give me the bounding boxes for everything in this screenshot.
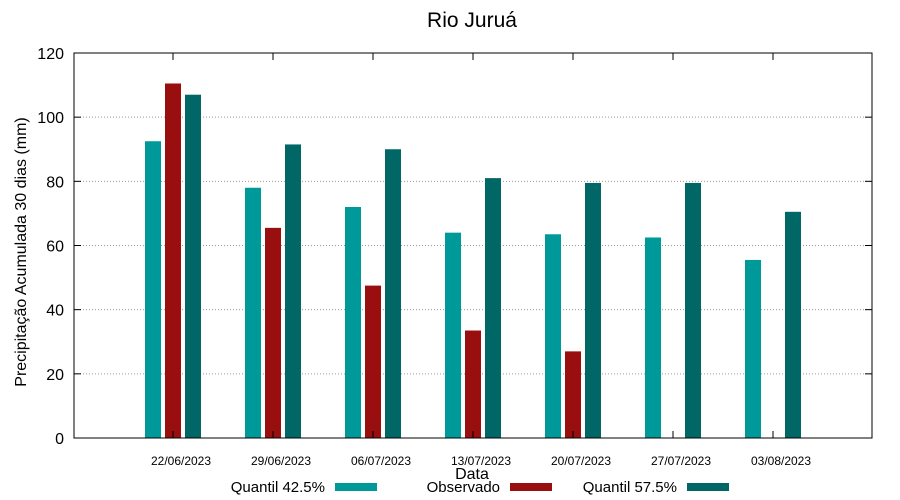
y-tick-label: 20 [46, 367, 64, 384]
x-tick-label: 20/07/2023 [551, 454, 611, 468]
chart-title: Rio Juruá [427, 9, 517, 32]
bar [645, 237, 661, 438]
bar [785, 211, 801, 438]
y-tick-label: 60 [46, 239, 64, 256]
x-tick-label: 22/06/2023 [151, 454, 211, 468]
y-axis-ticks: 0 20 40 60 80 100 120 [37, 46, 872, 448]
bar [345, 207, 361, 438]
legend-swatch [335, 483, 377, 491]
y-tick-label: 80 [46, 174, 64, 191]
y-tick-label: 40 [46, 303, 64, 320]
bar [265, 227, 281, 438]
x-tick-label: 06/07/2023 [351, 454, 411, 468]
x-tick-label: 29/06/2023 [251, 454, 311, 468]
x-tick-label: 03/08/2023 [751, 454, 811, 468]
legend-swatch [687, 483, 729, 491]
bar [545, 234, 561, 438]
bar [385, 149, 401, 438]
bar [585, 182, 601, 438]
bar [165, 83, 181, 439]
bar [485, 178, 501, 438]
bar [445, 232, 461, 438]
bar [185, 94, 201, 438]
legend-label: Quantil 42.5% [231, 479, 325, 496]
bar [745, 259, 761, 438]
legend-label: Observado [427, 479, 500, 496]
bar [245, 187, 261, 438]
bar [285, 144, 301, 438]
bar [145, 141, 161, 438]
bars [145, 83, 801, 439]
bar [565, 351, 581, 438]
legend-label: Quantil 57.5% [583, 479, 677, 496]
y-tick-label: 120 [37, 46, 64, 63]
x-axis-label: Data [455, 466, 489, 483]
legend: Quantil 42.5% Observado Quantil 57.5% [231, 479, 729, 496]
y-axis-label: Precipitação Acumulada 30 dias (mm) [13, 117, 30, 386]
x-axis-ticks: 22/06/2023 29/06/2023 06/07/2023 13/07/2023… [151, 53, 811, 468]
y-tick-label: 100 [37, 110, 64, 127]
x-tick-label: 13/07/2023 [451, 454, 511, 468]
bar [365, 285, 381, 438]
bar [685, 182, 701, 438]
y-tick-label: 0 [55, 431, 64, 448]
bar [465, 330, 481, 438]
x-tick-label: 27/07/2023 [651, 454, 711, 468]
legend-swatch [510, 483, 552, 491]
